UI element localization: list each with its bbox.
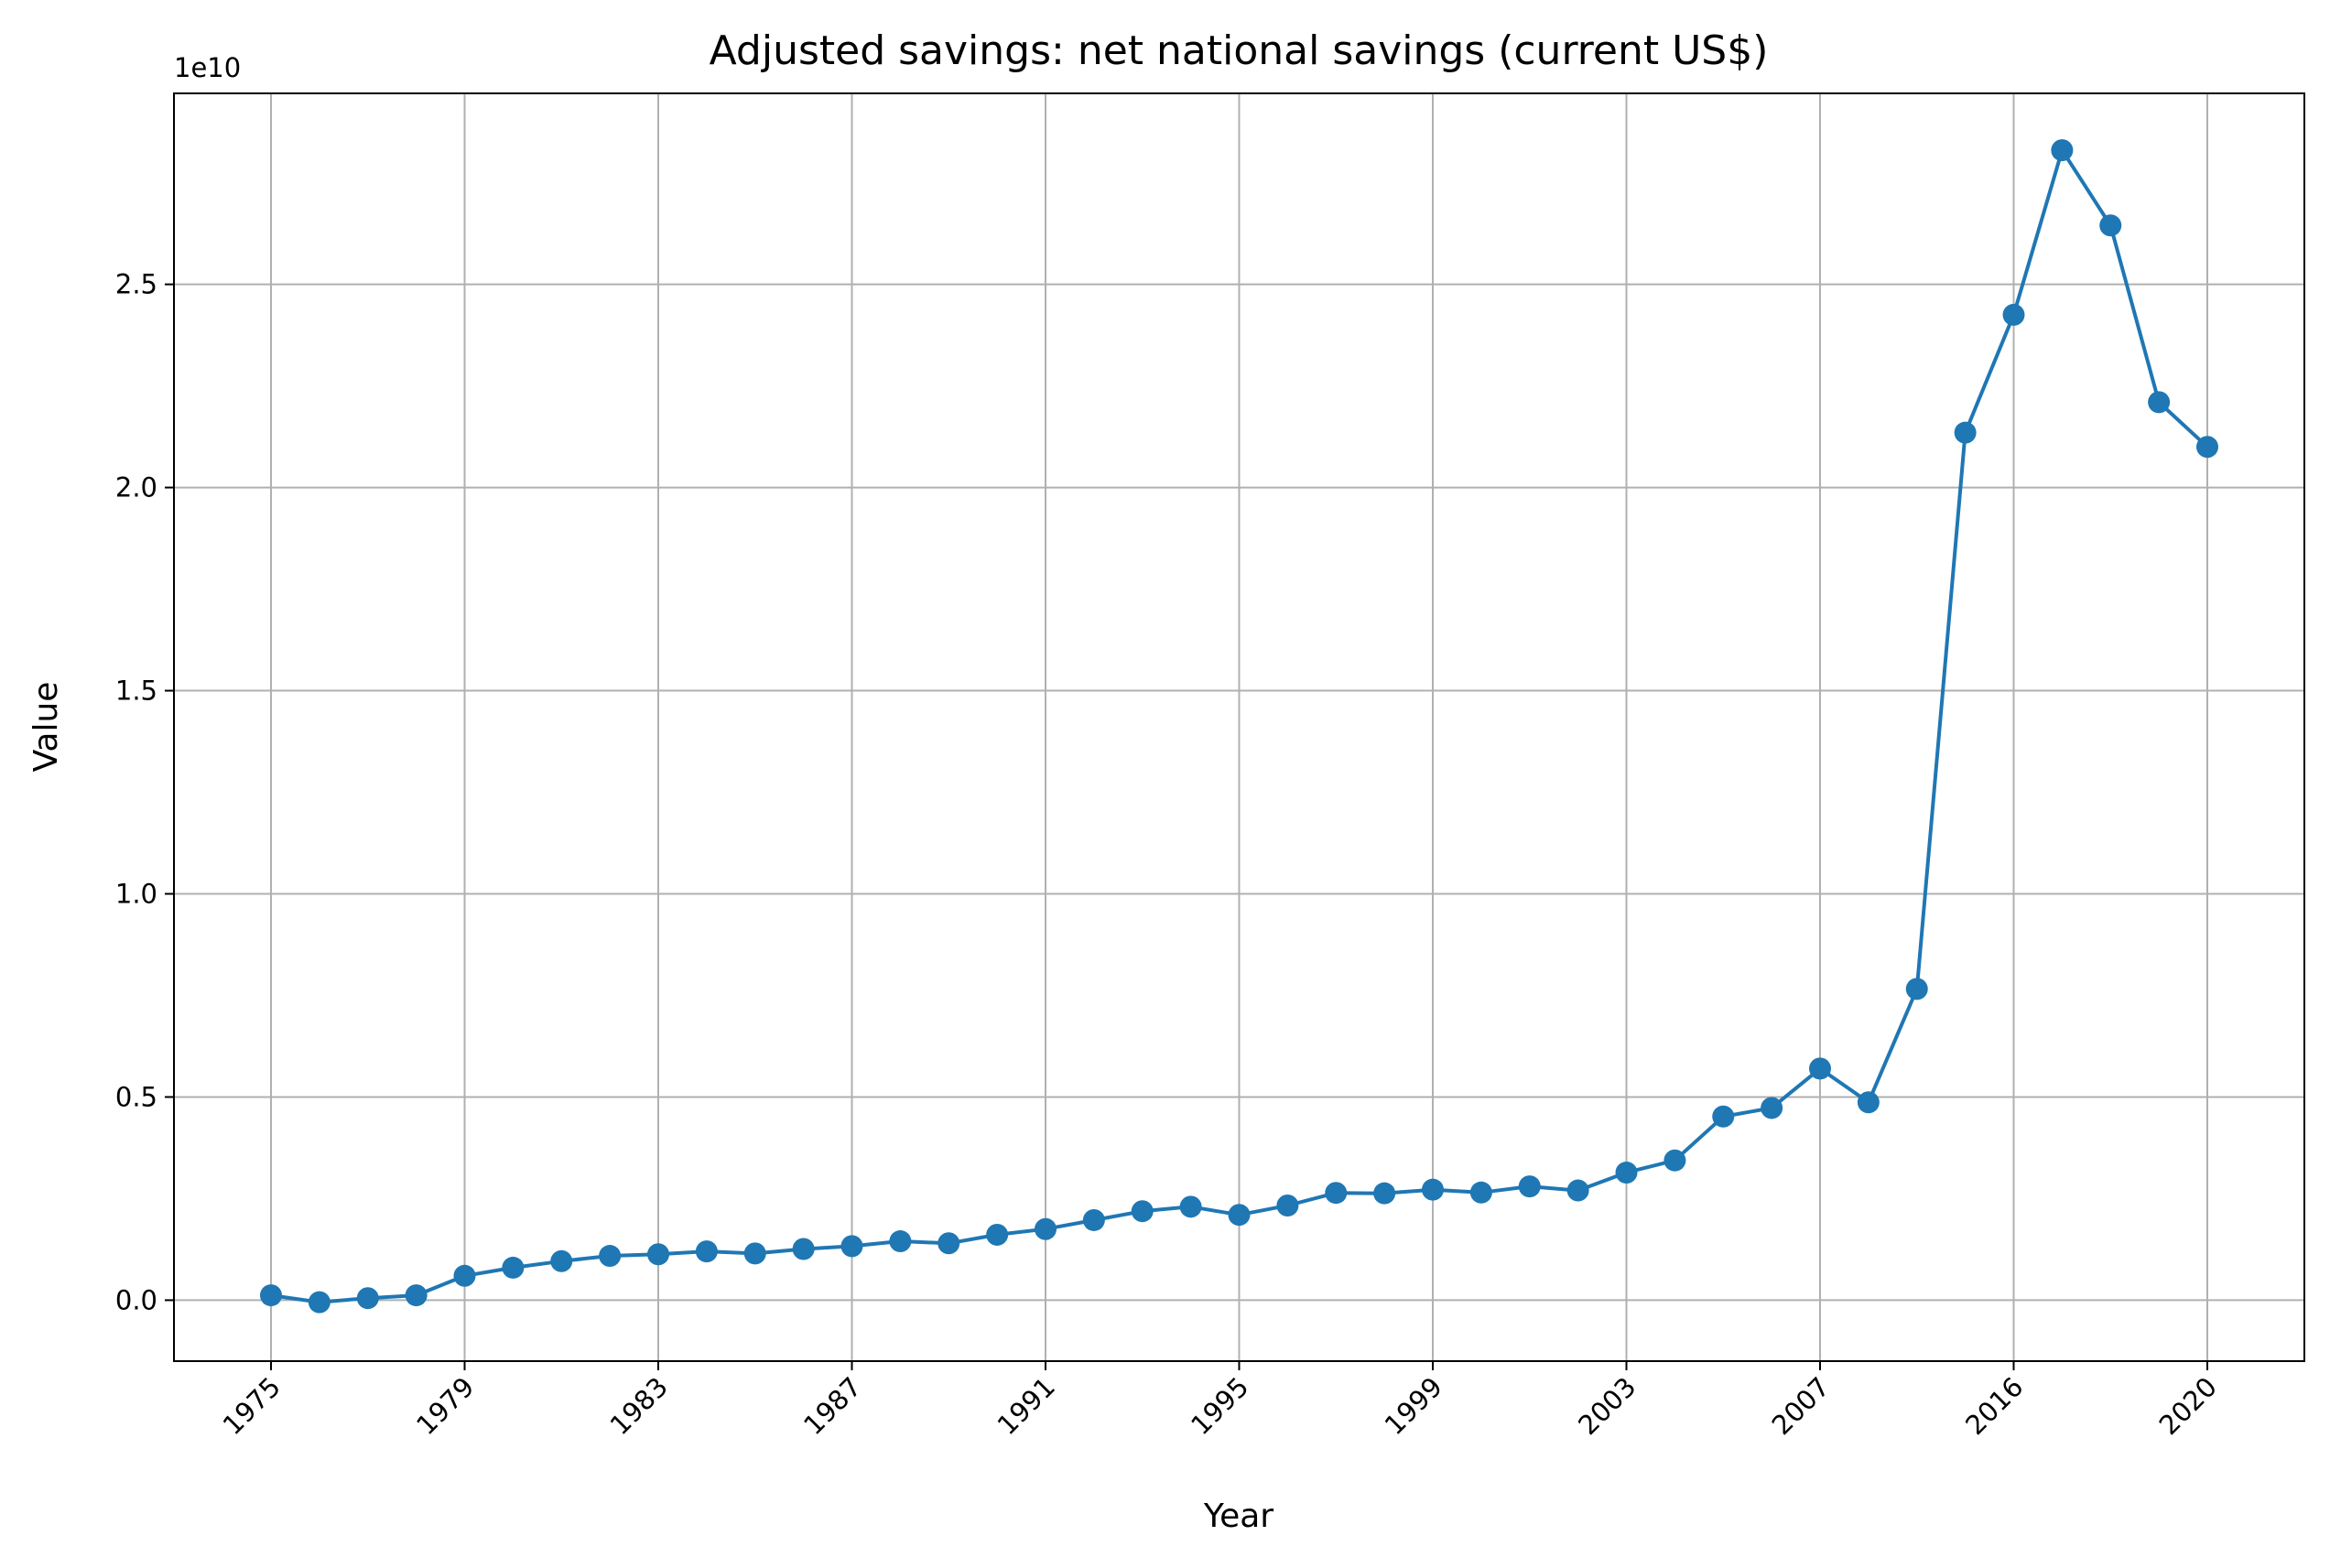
grid-layer bbox=[174, 93, 2304, 1361]
x-tick-label: 2016 bbox=[1959, 1371, 2029, 1441]
x-tick-label: 1975 bbox=[217, 1371, 287, 1441]
data-point bbox=[695, 1240, 718, 1263]
data-point bbox=[502, 1256, 525, 1279]
data-point bbox=[743, 1242, 766, 1265]
y-tick-label: 0.0 bbox=[115, 1284, 157, 1315]
data-point bbox=[1664, 1149, 1686, 1172]
data-point bbox=[1761, 1097, 1783, 1119]
data-point bbox=[1615, 1162, 1638, 1184]
data-point bbox=[356, 1287, 379, 1310]
data-point bbox=[1518, 1175, 1541, 1198]
x-tick-label: 1991 bbox=[992, 1371, 1061, 1441]
data-point bbox=[1325, 1182, 1348, 1205]
data-point bbox=[889, 1230, 912, 1253]
x-axis-label: Year bbox=[1203, 1498, 1273, 1535]
data-point bbox=[1954, 421, 1977, 444]
data-point bbox=[550, 1249, 573, 1272]
data-point bbox=[986, 1223, 1009, 1246]
data-point bbox=[1422, 1178, 1444, 1201]
y-tick-label: 0.5 bbox=[115, 1081, 157, 1112]
x-tick-label: 2003 bbox=[1572, 1371, 1642, 1441]
ticks-layer: 0.0 0.5 1.0 1.5 2.0 2.5 1975 1979 1983 1987 1991 19… bbox=[115, 269, 2223, 1442]
data-point bbox=[1712, 1105, 1735, 1128]
data-point bbox=[1809, 1057, 1831, 1080]
data-point bbox=[2051, 139, 2074, 162]
data-point bbox=[1131, 1200, 1154, 1223]
data-point bbox=[1228, 1204, 1251, 1227]
data-point bbox=[1276, 1194, 1299, 1217]
data-point bbox=[2002, 303, 2025, 326]
chart-title: Adjusted savings: net national savings (… bbox=[710, 27, 1769, 74]
data-point bbox=[647, 1243, 669, 1266]
x-tick-label: 1983 bbox=[604, 1371, 674, 1441]
data-point bbox=[1035, 1217, 1057, 1240]
data-point bbox=[1373, 1182, 1396, 1205]
y-tick-label: 1.5 bbox=[115, 676, 157, 707]
x-tick-label: 1995 bbox=[1185, 1371, 1254, 1441]
data-point bbox=[1857, 1091, 1880, 1114]
data-point bbox=[1905, 978, 1928, 1000]
y-tick-label: 2.0 bbox=[115, 472, 157, 503]
data-point bbox=[1469, 1181, 1492, 1204]
data-point bbox=[1566, 1179, 1589, 1202]
data-point bbox=[792, 1238, 815, 1260]
x-tick-label: 2007 bbox=[1766, 1371, 1836, 1441]
data-point bbox=[2099, 214, 2122, 237]
data-point bbox=[2196, 436, 2218, 459]
data-point bbox=[405, 1284, 428, 1307]
data-point bbox=[453, 1264, 476, 1287]
y-axis-label: Value bbox=[27, 682, 65, 773]
data-point bbox=[308, 1291, 331, 1314]
y-tick-label: 1.0 bbox=[115, 879, 157, 910]
data-point bbox=[937, 1232, 960, 1255]
x-tick-label: 1987 bbox=[797, 1371, 867, 1441]
data-point bbox=[260, 1284, 282, 1307]
y-axis-offset-label: 1e10 bbox=[174, 52, 241, 83]
y-tick-label: 2.5 bbox=[115, 269, 157, 300]
data-point bbox=[599, 1245, 622, 1268]
series-layer bbox=[260, 139, 2218, 1314]
data-point bbox=[1179, 1195, 1202, 1218]
data-point bbox=[2148, 391, 2171, 414]
data-point bbox=[1082, 1208, 1105, 1231]
x-tick-label: 1979 bbox=[410, 1371, 480, 1441]
x-tick-label: 2020 bbox=[2153, 1371, 2223, 1441]
data-point bbox=[840, 1235, 863, 1258]
x-tick-label: 1999 bbox=[1379, 1371, 1448, 1441]
